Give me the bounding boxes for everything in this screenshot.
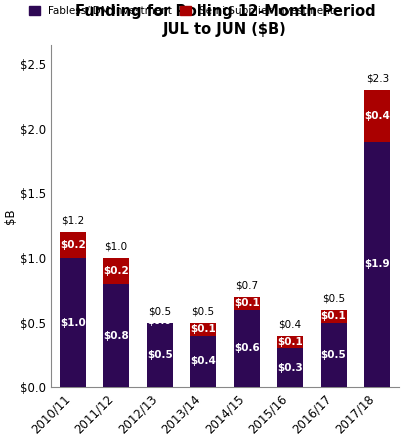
Bar [320, 323, 347, 387]
Bar [60, 258, 86, 387]
Text: $0.5: $0.5 [147, 350, 172, 360]
Text: $0.3: $0.3 [277, 363, 303, 373]
Bar [277, 336, 303, 348]
Text: $1.0: $1.0 [105, 242, 128, 252]
Bar [103, 284, 129, 387]
Text: $1.2: $1.2 [61, 216, 84, 226]
Bar [277, 348, 303, 387]
Text: $0.1: $0.1 [277, 337, 303, 347]
Text: $0.6: $0.6 [234, 344, 260, 353]
Text: $0.7: $0.7 [235, 280, 258, 290]
Bar [190, 336, 216, 387]
Text: $0.4: $0.4 [190, 356, 216, 367]
Text: $0.5: $0.5 [322, 293, 345, 303]
Text: $0.8: $0.8 [103, 330, 129, 341]
Bar [364, 142, 390, 387]
Y-axis label: $B: $B [4, 208, 17, 224]
Bar [147, 323, 173, 387]
Title: Funding for Rolling 12-Month Period
JUL to JUN ($B): Funding for Rolling 12-Month Period JUL … [75, 4, 375, 37]
Text: $0.0: $0.0 [147, 315, 172, 326]
Text: $0.1: $0.1 [190, 324, 216, 334]
Bar [234, 310, 260, 387]
Bar [364, 90, 390, 142]
Text: $0.1: $0.1 [321, 311, 347, 321]
Text: $1.9: $1.9 [364, 260, 390, 269]
Text: $0.1: $0.1 [234, 298, 260, 308]
Text: $0.5: $0.5 [321, 350, 347, 360]
Bar [320, 310, 347, 323]
Text: $0.5: $0.5 [191, 306, 215, 316]
Text: $0.2: $0.2 [103, 266, 129, 276]
Text: $0.2: $0.2 [60, 240, 85, 250]
Text: $0.5: $0.5 [148, 306, 171, 316]
Text: $0.4: $0.4 [364, 111, 390, 121]
Text: $0.4: $0.4 [278, 319, 302, 329]
Bar [103, 258, 129, 284]
Text: $1.0: $1.0 [60, 318, 85, 328]
Bar [234, 297, 260, 310]
Legend: Fabless/IDM Investment, Semi Supplier Investment: Fabless/IDM Investment, Semi Supplier In… [28, 5, 335, 18]
Bar [60, 232, 86, 258]
Text: $2.3: $2.3 [366, 73, 390, 84]
Bar [190, 323, 216, 336]
